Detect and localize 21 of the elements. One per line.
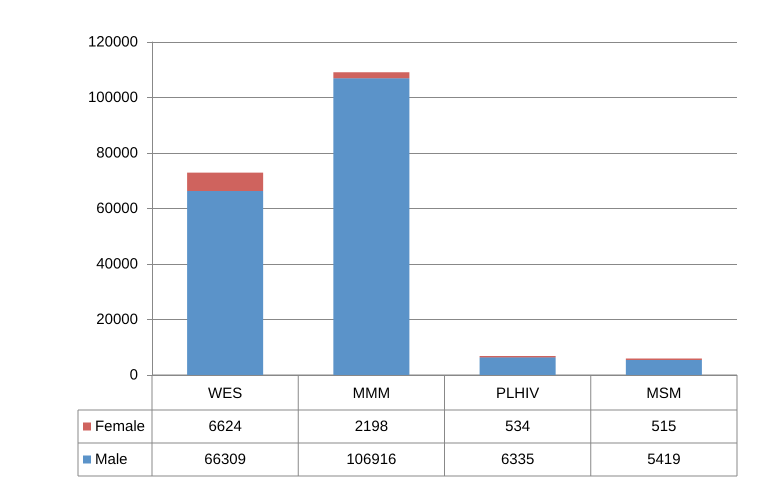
- legend-label: Male: [95, 451, 128, 468]
- x-tick-label: PLHIV: [496, 385, 540, 402]
- legend-label: Female: [95, 418, 146, 435]
- y-tick-label: 80000: [96, 144, 138, 162]
- y-tick-label: 0: [130, 366, 138, 384]
- y-tick-label: 40000: [96, 256, 138, 272]
- data-label: 106916: [346, 451, 396, 468]
- y-tick-label: 60000: [96, 200, 138, 217]
- data-label: 534: [505, 418, 530, 435]
- data-label: 2198: [354, 418, 388, 435]
- y-tick-label: 20000: [96, 311, 138, 328]
- x-tick-label: MMM: [352, 385, 390, 402]
- data-label: 6624: [208, 418, 242, 435]
- data-label: 5419: [647, 451, 681, 468]
- data-label: 6335: [500, 451, 534, 468]
- x-tick-label: WES: [208, 385, 242, 402]
- data-label: 515: [651, 418, 676, 435]
- data-label: 66309: [204, 451, 246, 468]
- y-tick-label: 100000: [88, 89, 138, 106]
- x-tick-label: MSM: [646, 385, 682, 402]
- y-tick-label: 120000: [88, 34, 138, 50]
